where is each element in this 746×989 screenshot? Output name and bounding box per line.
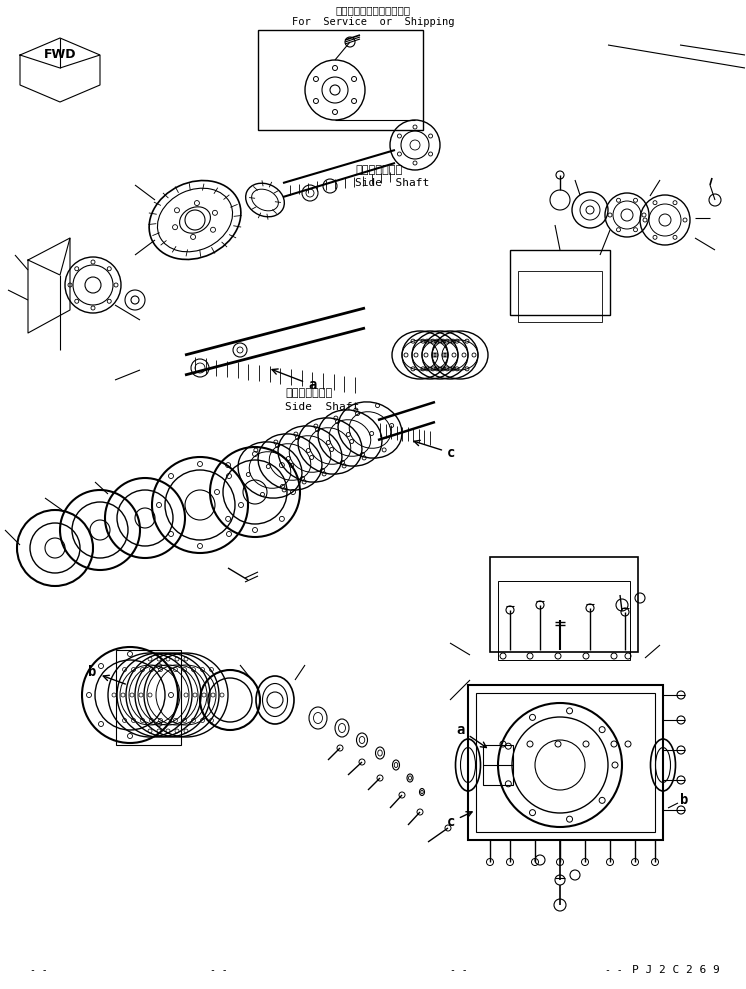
Bar (476, 693, 655, 832)
Bar (510, 250, 610, 315)
Text: P J 2 C 2 6 9: P J 2 C 2 6 9 (633, 965, 720, 975)
Text: a: a (457, 723, 486, 748)
Bar (116, 650, 181, 745)
Text: a: a (272, 369, 316, 392)
Bar (490, 557, 638, 652)
Text: - -: - - (605, 965, 623, 975)
Text: Side  Shaft: Side Shaft (355, 178, 429, 188)
Text: - -: - - (30, 965, 48, 975)
Bar (498, 581, 630, 660)
Text: For  Service  or  Shipping: For Service or Shipping (292, 17, 454, 27)
Text: Side  Shaft: Side Shaft (285, 402, 360, 412)
Text: FWD: FWD (44, 48, 76, 61)
Bar (468, 685, 663, 840)
Text: サイドシャフト: サイドシャフト (355, 165, 402, 175)
Text: c: c (414, 440, 455, 460)
Text: - -: - - (210, 965, 228, 975)
Text: サイドシャフト: サイドシャフト (285, 388, 332, 398)
Text: c: c (447, 812, 472, 829)
Text: b: b (88, 665, 125, 684)
Bar (518, 271, 602, 322)
Text: サービスまたは運搬部品用: サービスまたは運搬部品用 (336, 5, 410, 15)
Bar (258, 30, 423, 130)
Text: - -: - - (450, 965, 468, 975)
Text: b: b (680, 793, 689, 807)
Bar (483, 745, 513, 785)
